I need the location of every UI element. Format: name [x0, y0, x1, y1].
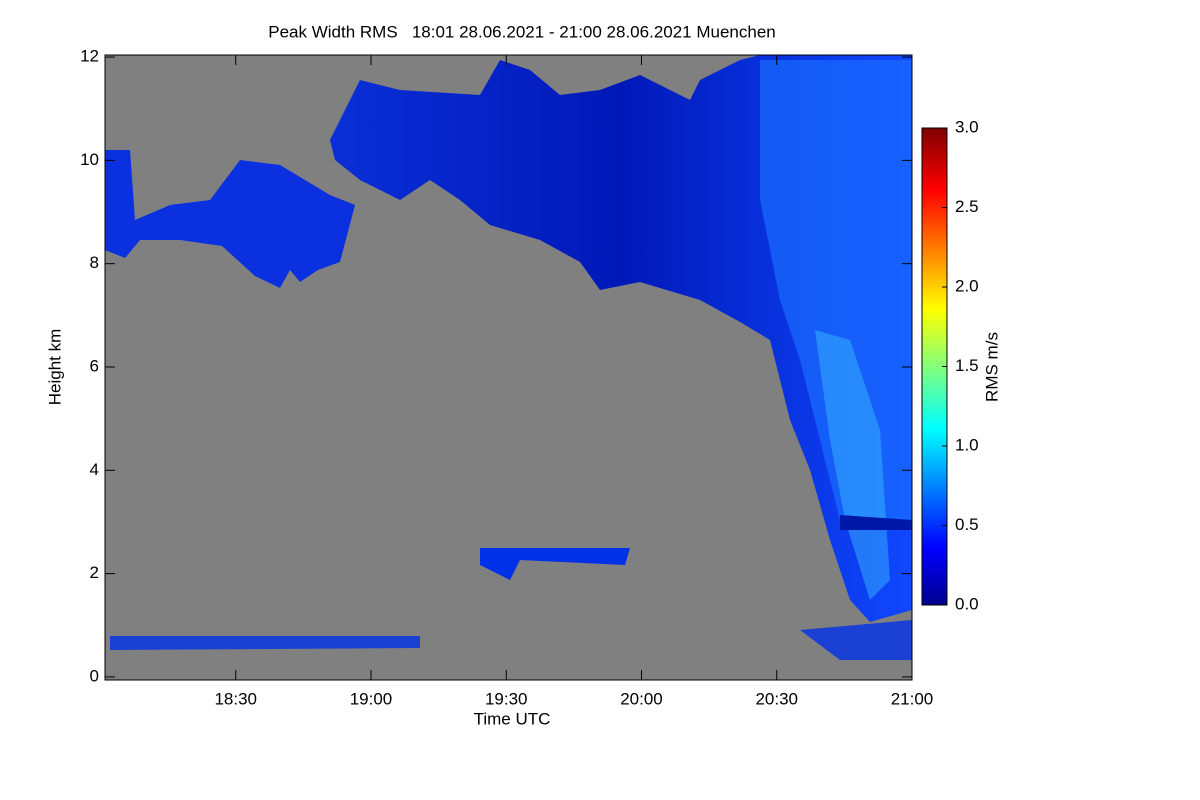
- colorbar-tick-label: 2.5: [955, 197, 979, 216]
- y-tick-label: 6: [90, 356, 99, 375]
- colorbar-tick-label: 0.5: [955, 515, 979, 534]
- x-tick-label: 21:00: [891, 689, 934, 708]
- x-tick-label: 19:30: [485, 689, 528, 708]
- y-axis-label: Height km: [45, 329, 64, 406]
- colorbar-tick-label: 0.0: [955, 594, 979, 613]
- chart-title: Peak Width RMS 18:01 28.06.2021 - 21:00 …: [268, 22, 776, 41]
- echo-region: [480, 548, 630, 580]
- echo-region: [815, 330, 890, 600]
- x-tick-label: 18:30: [214, 689, 257, 708]
- y-tick-label: 12: [80, 47, 99, 66]
- x-tick-label: 19:00: [350, 689, 393, 708]
- x-axis-label: Time UTC: [474, 709, 551, 728]
- y-tick-label: 10: [80, 150, 99, 169]
- y-tick-label: 4: [90, 460, 99, 479]
- colorbar-tick-label: 2.0: [955, 276, 979, 295]
- echo-region: [760, 60, 912, 530]
- colorbar-tick-label: 1.0: [955, 435, 979, 454]
- echo-region: [105, 150, 355, 288]
- x-tick-label: 20:00: [620, 689, 663, 708]
- echo-region: [840, 515, 912, 530]
- plot-frame: [104, 54, 913, 681]
- x-tick-label: 20:30: [755, 689, 798, 708]
- echo-region: [110, 636, 420, 650]
- colorbar-tick-label: 1.5: [955, 356, 979, 375]
- y-tick-label: 2: [90, 563, 99, 582]
- echo-region: [800, 620, 912, 660]
- y-tick-label: 0: [90, 666, 99, 685]
- y-tick-label: 8: [90, 253, 99, 272]
- colorbar-label: RMS m/s: [982, 332, 1001, 402]
- echo-layer: [105, 55, 912, 660]
- colorbar-tick-label: 3.0: [955, 117, 979, 136]
